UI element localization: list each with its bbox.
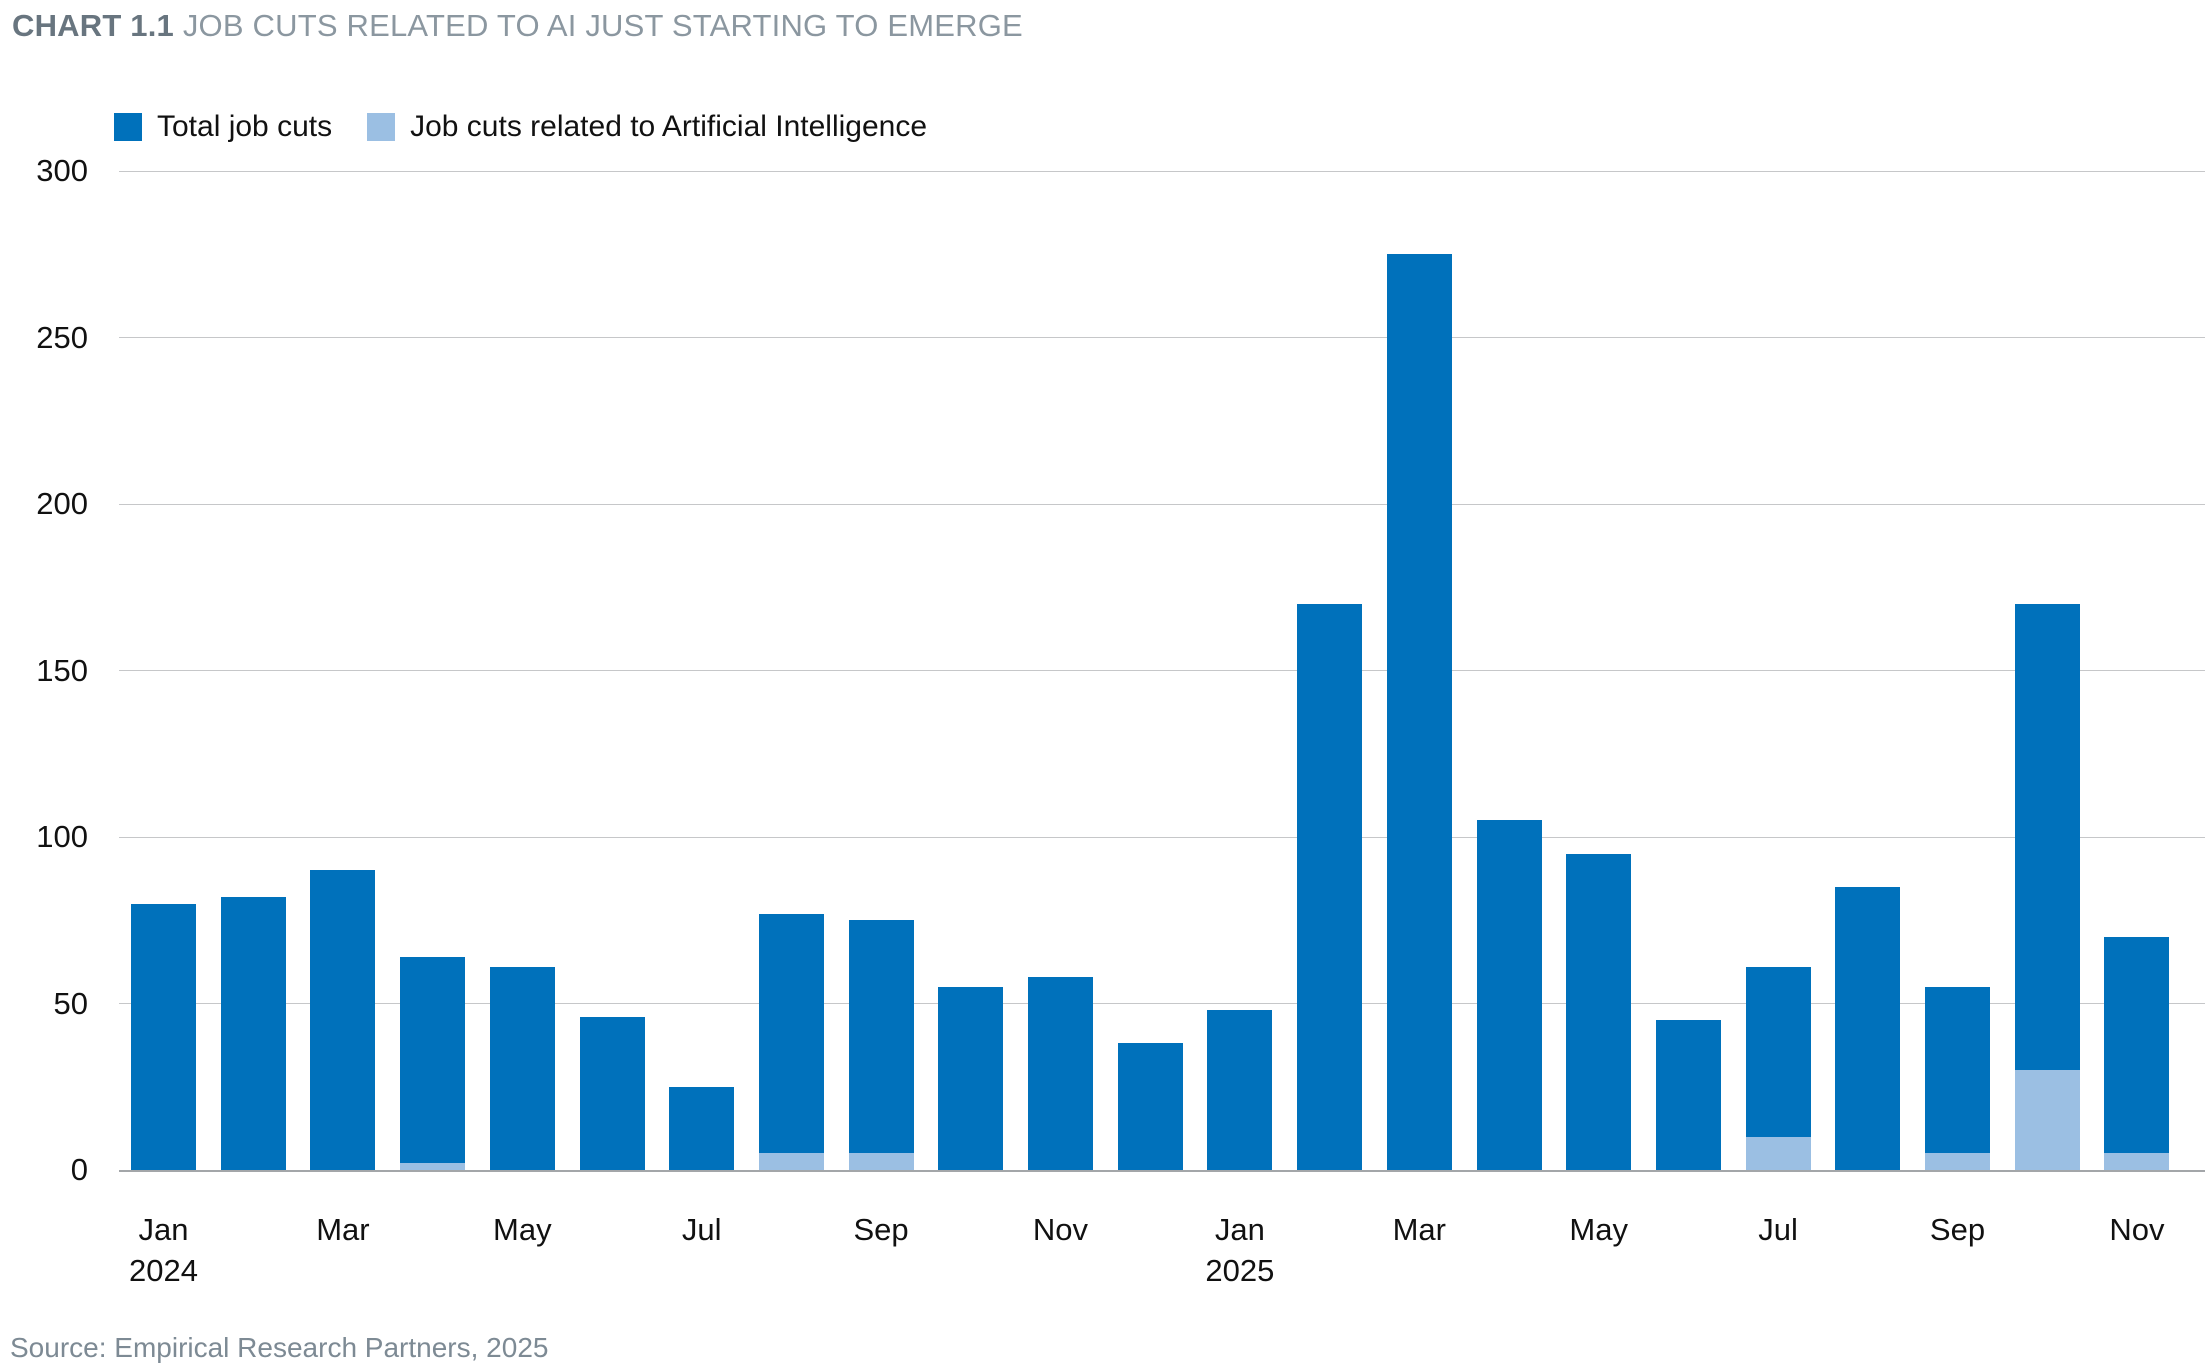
total-job-cuts-segment [1835, 887, 1900, 1170]
legend-item-ai-job-cuts: Job cuts related to Artificial Intellige… [367, 110, 927, 144]
total-job-cuts-segment [221, 897, 286, 1170]
total-job-cuts-segment [2015, 604, 2080, 1070]
bar-oct-2024 [938, 987, 1003, 1170]
gridline-200 [119, 503, 2205, 505]
x-axis-line [119, 1170, 2205, 1172]
total-job-cuts-segment [1925, 987, 1990, 1153]
total-job-cuts-segment [490, 967, 555, 1170]
ai-job-cuts-swatch [367, 113, 396, 141]
total-job-cuts-segment [1118, 1043, 1183, 1170]
x-axis-label-jan-2025: Jan [1214, 1212, 1265, 1247]
total-job-cuts-segment [400, 957, 465, 1163]
total-job-cuts-segment [1387, 254, 1452, 1170]
bar-oct-2025 [2015, 604, 2080, 1170]
ai-job-cuts-segment [2015, 1070, 2080, 1170]
bar-mar-2024 [310, 870, 375, 1170]
x-axis-label-jul: Jul [1758, 1212, 1798, 1247]
x-axis-label-nov: Nov [1032, 1212, 1089, 1247]
x-axis-year-label-2024: 2024 [129, 1253, 198, 1288]
y-axis-label-300: 300 [36, 153, 88, 188]
bar-dec-2024 [1118, 1043, 1183, 1170]
total-job-cuts-segment [1297, 604, 1362, 1170]
x-axis-label-mar: Mar [1392, 1212, 1446, 1247]
x-axis-label-may: May [1569, 1212, 1628, 1247]
total-job-cuts-segment [580, 1017, 645, 1170]
bar-jun-2024 [580, 1017, 645, 1170]
total-job-cuts-segment [1746, 967, 1811, 1137]
y-axis-label-100: 100 [36, 819, 88, 854]
bar-feb-2024 [221, 897, 286, 1170]
total-job-cuts-segment [849, 920, 914, 1153]
x-axis-label-mar: Mar [316, 1212, 370, 1247]
bar-nov-2024 [1028, 977, 1093, 1170]
total-job-cuts-segment [2104, 937, 2169, 1153]
bar-jul-2025 [1746, 967, 1811, 1170]
legend-label-ai: Job cuts related to Artificial Intellige… [410, 110, 928, 143]
ai-job-cuts-segment [1746, 1137, 1811, 1170]
bar-aug-2025 [1835, 887, 1900, 1170]
gridline-150 [119, 670, 2205, 671]
x-axis-label-jan-2024: Jan [138, 1212, 189, 1247]
total-job-cuts-segment [310, 870, 375, 1170]
bar-may-2024 [490, 967, 555, 1170]
bar-apr-2025 [1477, 820, 1542, 1170]
bar-jan-2025 [1207, 1010, 1272, 1170]
source-note: Source: Empirical Research Partners, 202… [10, 1332, 549, 1363]
total-job-cuts-segment [759, 914, 824, 1153]
ai-job-cuts-segment [759, 1153, 824, 1170]
legend-item-total-job-cuts: Total job cuts [114, 110, 332, 144]
gridline-100 [119, 836, 2205, 838]
ai-job-cuts-segment [1925, 1153, 1990, 1170]
total-job-cuts-swatch [114, 113, 142, 141]
legend: Total job cuts Job cuts related to Artif… [114, 110, 927, 144]
bar-sep-2024 [849, 920, 914, 1170]
total-job-cuts-segment [1207, 1010, 1272, 1170]
y-axis-label-150: 150 [36, 652, 88, 688]
chart-number-label: CHART 1.1 [12, 8, 174, 43]
bar-nov-2025 [2104, 937, 2169, 1170]
ai-job-cuts-segment [400, 1163, 465, 1170]
bar-jan-2024 [131, 904, 196, 1170]
bar-aug-2024 [759, 914, 824, 1170]
y-axis-label-0: 0 [70, 1152, 88, 1187]
x-axis-label-sep: Sep [1929, 1212, 1986, 1247]
total-job-cuts-segment [1566, 854, 1631, 1170]
total-job-cuts-segment [1477, 820, 1542, 1170]
bar-jun-2025 [1656, 1020, 1721, 1170]
total-job-cuts-segment [938, 987, 1003, 1170]
y-axis-label-250: 250 [36, 319, 88, 355]
y-axis-label-200: 200 [36, 486, 88, 521]
ai-job-cuts-segment [849, 1153, 914, 1170]
bar-jul-2024 [669, 1087, 734, 1170]
chart-title-text: JOB CUTS RELATED TO AI JUST STARTING TO … [182, 8, 1023, 43]
x-axis-year-label-2025: 2025 [1205, 1253, 1275, 1288]
total-job-cuts-segment [669, 1087, 734, 1170]
bar-may-2025 [1566, 854, 1631, 1170]
x-axis-label-sep: Sep [853, 1212, 909, 1247]
gridline-50 [119, 1003, 2205, 1004]
legend-label-total: Total job cuts [157, 110, 333, 143]
y-axis-label-50: 50 [53, 985, 88, 1021]
x-axis-label-jul: Jul [681, 1212, 722, 1247]
bar-mar-2025 [1387, 254, 1452, 1170]
gridline-250 [119, 337, 2205, 338]
bar-apr-2024 [400, 957, 465, 1170]
x-axis-label-may: May [493, 1212, 552, 1247]
gridline-300 [119, 170, 2205, 172]
ai-job-cuts-segment [2104, 1153, 2169, 1170]
bar-sep-2025 [1925, 987, 1990, 1170]
chart-title: CHART 1.1 JOB CUTS RELATED TO AI JUST ST… [12, 6, 1023, 46]
total-job-cuts-segment [1656, 1020, 1721, 1170]
bar-feb-2025 [1297, 604, 1362, 1170]
total-job-cuts-segment [131, 904, 196, 1170]
x-axis-label-nov: Nov [2109, 1212, 2165, 1247]
total-job-cuts-segment [1028, 977, 1093, 1170]
